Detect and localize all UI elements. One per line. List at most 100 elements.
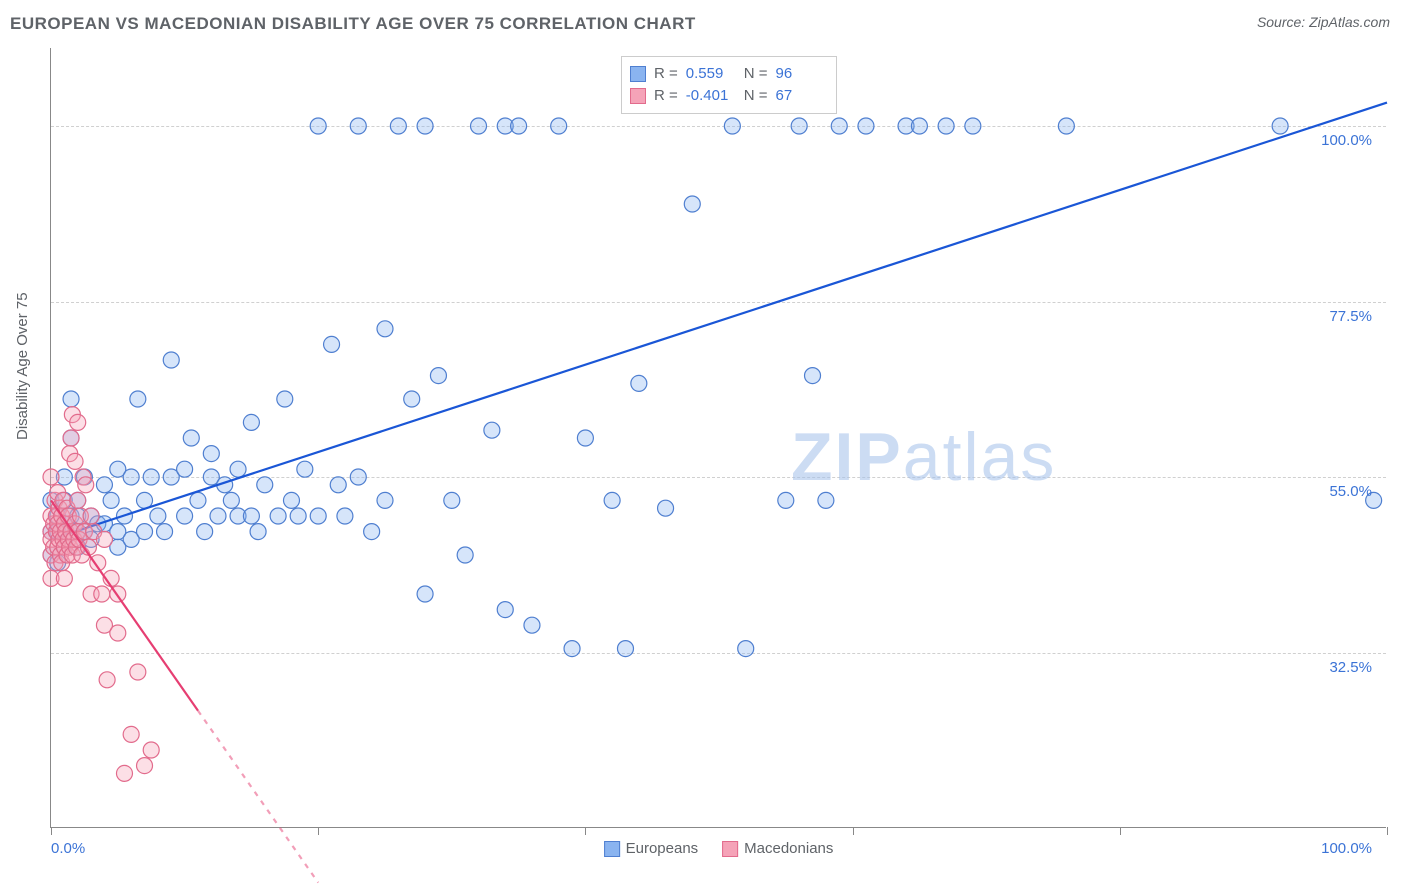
scatter-point [177,508,193,524]
scatter-point [524,617,540,633]
scatter-point [497,602,513,618]
scatter-point [43,469,59,485]
plot-area: ZIPatlas R =0.559N =96R =-0.401N =67 Eur… [50,48,1386,828]
scatter-point [577,430,593,446]
scatter-point [63,391,79,407]
scatter-point [150,508,166,524]
scatter-point [417,586,433,602]
scatter-point [94,586,110,602]
scatter-point [123,469,139,485]
scatter-point [337,508,353,524]
scatter-point [177,461,193,477]
y-axis-label: Disability Age Over 75 [14,292,31,440]
scatter-point [143,742,159,758]
scatter-point [310,118,326,134]
stat-r-value: -0.401 [686,85,736,107]
scatter-point [243,508,259,524]
stat-r-value: 0.559 [686,63,736,85]
scatter-point [417,118,433,134]
scatter-point [377,321,393,337]
legend-swatch [630,66,646,82]
scatter-point [210,508,226,524]
legend-item: Europeans [604,840,699,857]
scatter-point [457,547,473,563]
scatter-point [938,118,954,134]
scatter-point [270,508,286,524]
bottom-legend: Europeans Macedonians [604,840,834,857]
y-tick-label: 55.0% [1329,483,1372,500]
scatter-point [471,118,487,134]
scatter-point [724,118,740,134]
x-tick-label: 100.0% [1321,840,1372,857]
scatter-point [99,672,115,688]
scatter-point [103,492,119,508]
scatter-point [911,118,927,134]
scatter-point [130,664,146,680]
scatter-point [250,524,266,540]
stats-box: R =0.559N =96R =-0.401N =67 [621,56,837,114]
scatter-point [858,118,874,134]
source-label: Source: ZipAtlas.com [1257,14,1390,30]
scatter-point [831,118,847,134]
scatter-point [350,118,366,134]
x-tick [1120,827,1121,835]
scatter-point [230,461,246,477]
scatter-point [290,508,306,524]
scatter-point [163,352,179,368]
legend-swatch [604,841,620,857]
scatter-point [551,118,567,134]
scatter-point [390,118,406,134]
scatter-point [116,765,132,781]
scatter-point [137,758,153,774]
trend-line-extrapolated [198,711,318,883]
stat-r-label: R = [654,63,678,85]
scatter-point [70,414,86,430]
scatter-point [197,524,213,540]
scatter-point [96,531,112,547]
scatter-point [257,477,273,493]
scatter-point [324,336,340,352]
legend-item: Macedonians [722,840,833,857]
x-tick [853,827,854,835]
scatter-point [377,492,393,508]
scatter-point [70,492,86,508]
scatter-point [791,118,807,134]
scatter-point [330,477,346,493]
stat-r-label: R = [654,85,678,107]
scatter-point [143,469,159,485]
x-tick [585,827,586,835]
legend-label: Macedonians [744,840,833,857]
scatter-point [96,477,112,493]
x-tick [51,827,52,835]
scatter-svg [51,48,1386,827]
legend-swatch [630,88,646,104]
scatter-point [965,118,981,134]
stat-n-label: N = [744,85,768,107]
scatter-point [297,461,313,477]
scatter-point [78,477,94,493]
scatter-point [310,508,326,524]
scatter-point [157,524,173,540]
scatter-point [511,118,527,134]
stats-row: R =0.559N =96 [630,63,826,85]
x-tick [318,827,319,835]
scatter-point [283,492,299,508]
legend-label: Europeans [626,840,699,857]
x-tick-label: 0.0% [51,840,85,857]
scatter-point [203,446,219,462]
scatter-point [1058,118,1074,134]
stats-row: R =-0.401N =67 [630,85,826,107]
legend-swatch [722,841,738,857]
scatter-point [137,524,153,540]
scatter-point [684,196,700,212]
scatter-point [805,368,821,384]
trend-line [51,103,1387,540]
stat-n-label: N = [744,63,768,85]
scatter-point [130,391,146,407]
scatter-point [364,524,380,540]
x-tick [1387,827,1388,835]
scatter-point [63,430,79,446]
scatter-point [67,453,83,469]
scatter-point [617,641,633,657]
scatter-point [658,500,674,516]
